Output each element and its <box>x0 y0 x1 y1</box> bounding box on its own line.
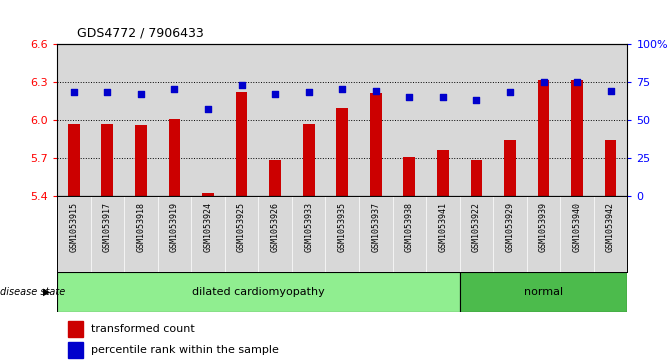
Text: GSM1053939: GSM1053939 <box>539 202 548 252</box>
Bar <box>493 44 527 196</box>
Point <box>337 86 348 92</box>
Point <box>236 82 247 87</box>
Bar <box>269 160 281 196</box>
Bar <box>504 140 516 196</box>
Bar <box>57 272 460 312</box>
Bar <box>292 44 325 196</box>
Text: GSM1053935: GSM1053935 <box>338 202 347 252</box>
Text: GSM1053915: GSM1053915 <box>69 202 79 252</box>
Bar <box>124 44 158 196</box>
Bar <box>68 342 83 358</box>
Text: GSM1053918: GSM1053918 <box>136 202 146 252</box>
Bar <box>101 123 113 196</box>
Bar <box>426 44 460 196</box>
Text: GSM1053922: GSM1053922 <box>472 202 481 252</box>
Bar <box>605 140 617 196</box>
Text: GDS4772 / 7906433: GDS4772 / 7906433 <box>77 27 204 40</box>
Point <box>270 91 280 97</box>
Bar <box>527 44 560 196</box>
Text: GSM1053924: GSM1053924 <box>203 202 213 252</box>
Point <box>370 88 381 94</box>
Point <box>505 89 515 95</box>
Bar <box>57 44 91 196</box>
Point <box>605 88 616 94</box>
Point <box>169 86 180 92</box>
Bar <box>537 80 550 196</box>
Text: GSM1053917: GSM1053917 <box>103 202 112 252</box>
Text: GSM1053941: GSM1053941 <box>438 202 448 252</box>
Point <box>572 79 582 85</box>
Bar <box>470 160 482 196</box>
Text: percentile rank within the sample: percentile rank within the sample <box>91 345 279 355</box>
Bar <box>571 80 583 196</box>
Bar <box>68 123 80 196</box>
Bar <box>258 44 292 196</box>
Text: GSM1053940: GSM1053940 <box>572 202 582 252</box>
Point <box>136 91 146 97</box>
Text: transformed count: transformed count <box>91 324 195 334</box>
Bar <box>191 44 225 196</box>
Text: dilated cardiomyopathy: dilated cardiomyopathy <box>192 287 325 297</box>
Point <box>538 79 549 85</box>
Point <box>471 97 482 103</box>
Text: GSM1053937: GSM1053937 <box>371 202 380 252</box>
Text: normal: normal <box>524 287 563 297</box>
Bar <box>460 44 493 196</box>
Bar <box>168 118 180 196</box>
Point <box>68 89 79 95</box>
Bar <box>68 321 83 337</box>
Point <box>437 94 448 100</box>
Point <box>102 89 113 95</box>
Bar <box>91 44 124 196</box>
Bar <box>325 44 359 196</box>
Bar <box>158 44 191 196</box>
Bar <box>594 44 627 196</box>
Bar <box>135 125 147 196</box>
Text: ▶: ▶ <box>43 287 51 297</box>
Bar <box>236 92 248 196</box>
Bar <box>403 156 415 196</box>
Bar <box>202 193 214 196</box>
Text: GSM1053929: GSM1053929 <box>505 202 515 252</box>
Bar <box>460 272 627 312</box>
Bar <box>560 44 594 196</box>
Bar <box>393 44 426 196</box>
Bar <box>359 44 393 196</box>
Text: disease state: disease state <box>0 287 65 297</box>
Text: GSM1053919: GSM1053919 <box>170 202 179 252</box>
Point <box>303 89 314 95</box>
Point <box>404 94 415 100</box>
Bar <box>225 44 258 196</box>
Bar <box>336 108 348 196</box>
Bar <box>437 150 449 196</box>
Text: GSM1053926: GSM1053926 <box>270 202 280 252</box>
Text: GSM1053942: GSM1053942 <box>606 202 615 252</box>
Bar <box>303 123 315 196</box>
Point <box>203 106 213 112</box>
Text: GSM1053925: GSM1053925 <box>237 202 246 252</box>
Bar <box>370 93 382 196</box>
Text: GSM1053938: GSM1053938 <box>405 202 414 252</box>
Text: GSM1053933: GSM1053933 <box>304 202 313 252</box>
